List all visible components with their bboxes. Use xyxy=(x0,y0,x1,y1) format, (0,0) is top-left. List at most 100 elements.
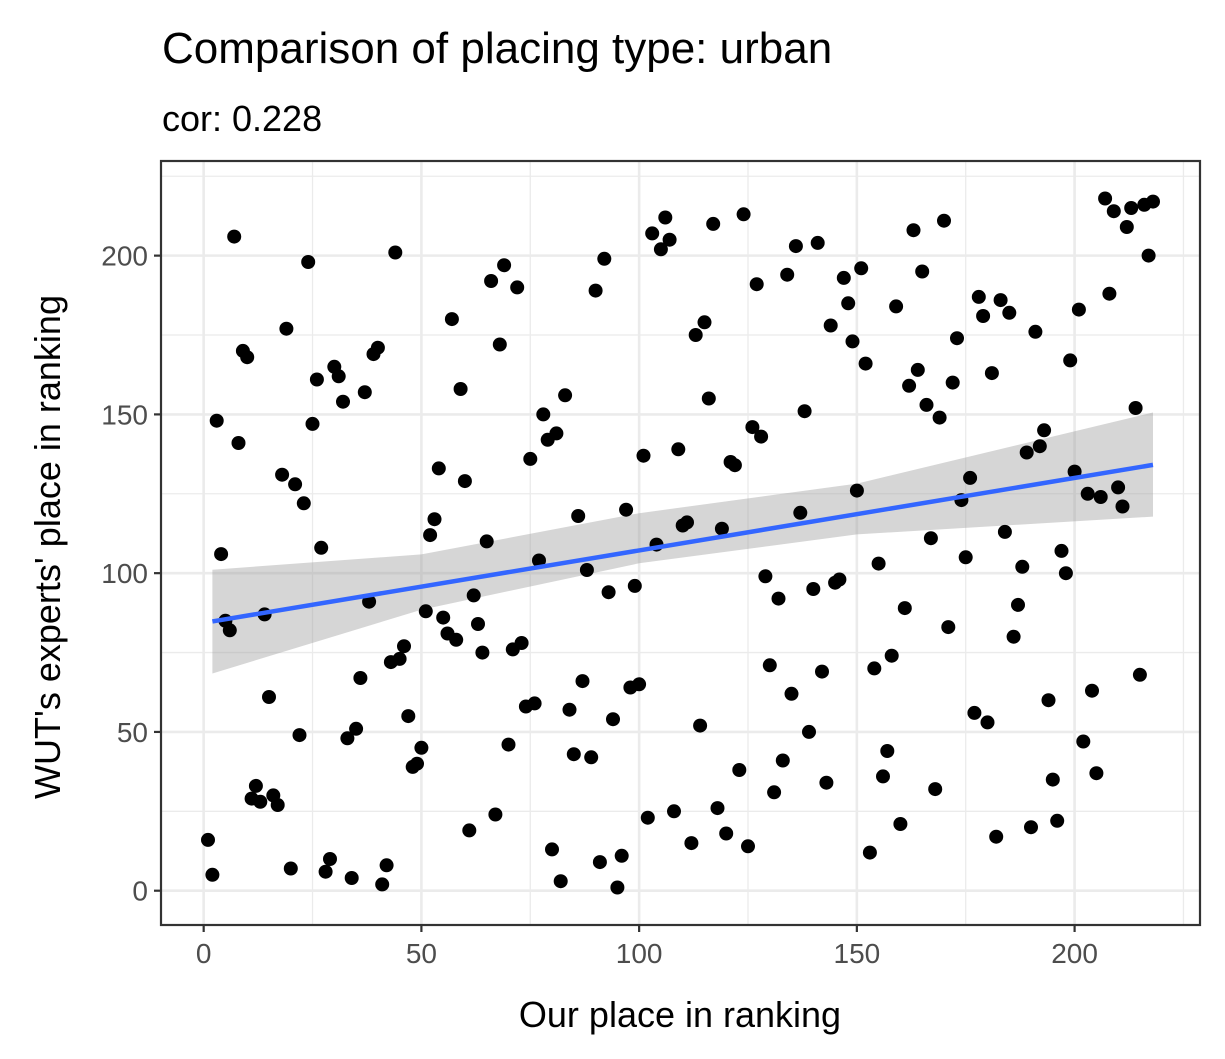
data-point xyxy=(984,366,999,381)
data-point xyxy=(871,556,886,571)
data-point xyxy=(858,356,873,371)
data-point xyxy=(762,658,777,673)
x-axis-title: Our place in ranking xyxy=(519,994,841,1035)
x-tick-label: 100 xyxy=(616,938,663,969)
data-point xyxy=(357,385,372,400)
data-point xyxy=(410,756,424,771)
data-point xyxy=(1128,401,1143,415)
x-tick-label: 150 xyxy=(834,938,881,969)
data-point xyxy=(1119,220,1134,234)
data-point xyxy=(579,563,594,577)
data-point xyxy=(854,261,869,276)
data-point xyxy=(1002,305,1017,320)
data-point xyxy=(523,451,538,466)
data-point xyxy=(558,388,573,403)
data-point xyxy=(601,585,616,600)
data-point xyxy=(484,274,499,288)
data-point xyxy=(971,289,986,304)
data-point xyxy=(1141,248,1156,263)
data-point xyxy=(680,515,694,530)
y-tick-label: 0 xyxy=(132,876,148,907)
plot-border xyxy=(159,159,1202,927)
data-point xyxy=(815,664,829,679)
data-point xyxy=(231,436,246,450)
data-point xyxy=(727,458,742,473)
data-point xyxy=(575,674,590,689)
data-point xyxy=(1050,813,1065,828)
data-point xyxy=(423,528,438,543)
data-point xyxy=(1132,667,1147,682)
x-tick-label: 50 xyxy=(406,938,437,969)
data-point xyxy=(444,312,459,327)
data-point xyxy=(349,721,364,736)
data-point xyxy=(1063,353,1078,368)
data-point xyxy=(775,753,790,768)
data-point xyxy=(240,350,255,365)
data-point xyxy=(736,207,751,222)
data-point xyxy=(701,391,716,406)
data-point xyxy=(253,794,268,809)
data-point xyxy=(997,524,1012,539)
data-point xyxy=(214,547,229,562)
data-point xyxy=(745,420,760,435)
data-point xyxy=(1041,693,1056,708)
data-point xyxy=(549,426,564,441)
data-point xyxy=(301,255,316,269)
data-point xyxy=(1024,820,1038,835)
data-point xyxy=(710,801,725,816)
data-point xyxy=(1054,543,1069,558)
data-point xyxy=(797,404,812,419)
data-point xyxy=(732,763,747,777)
data-point xyxy=(331,369,346,384)
data-point xyxy=(1124,201,1139,215)
data-point xyxy=(270,798,285,812)
data-point xyxy=(780,267,795,282)
data-point xyxy=(697,315,712,330)
data-point xyxy=(719,826,734,841)
data-point xyxy=(1102,286,1117,301)
data-point xyxy=(989,829,1004,844)
data-point xyxy=(340,731,355,746)
data-point xyxy=(1019,445,1034,460)
data-point xyxy=(248,778,263,793)
data-point xyxy=(980,715,995,730)
plot-panel: 0 50 100 150 200 0 50 100 150 200 xyxy=(101,159,1202,969)
data-point xyxy=(945,375,960,390)
data-point xyxy=(610,880,625,895)
data-point xyxy=(462,823,477,838)
data-point xyxy=(862,845,877,860)
data-point xyxy=(932,410,947,425)
data-point xyxy=(923,531,938,546)
data-point xyxy=(471,617,485,631)
data-point xyxy=(841,296,856,311)
data-point xyxy=(754,429,769,444)
data-point xyxy=(1011,597,1025,612)
data-point xyxy=(784,686,799,701)
data-point xyxy=(1080,486,1095,501)
data-point xyxy=(889,299,904,314)
y-tick-label: 100 xyxy=(101,558,148,589)
data-point xyxy=(527,696,542,711)
data-point xyxy=(876,769,890,784)
data-point xyxy=(344,871,359,885)
data-point xyxy=(849,483,864,498)
data-point xyxy=(1146,194,1160,209)
data-point xyxy=(958,550,973,565)
data-point xyxy=(749,277,764,292)
data-point xyxy=(627,578,642,593)
y-tick-label: 50 xyxy=(117,717,148,748)
data-point xyxy=(919,397,934,412)
data-point xyxy=(514,636,529,650)
data-point xyxy=(1093,490,1108,504)
data-point xyxy=(1071,302,1086,317)
data-point xyxy=(823,318,838,333)
data-point xyxy=(488,807,503,822)
data-point xyxy=(910,362,925,377)
data-point xyxy=(667,804,681,819)
data-point xyxy=(636,448,651,463)
data-point xyxy=(976,309,991,323)
chart-title: Comparison of placing type: urban xyxy=(162,24,832,73)
data-point xyxy=(893,817,908,831)
data-point xyxy=(1015,559,1030,574)
